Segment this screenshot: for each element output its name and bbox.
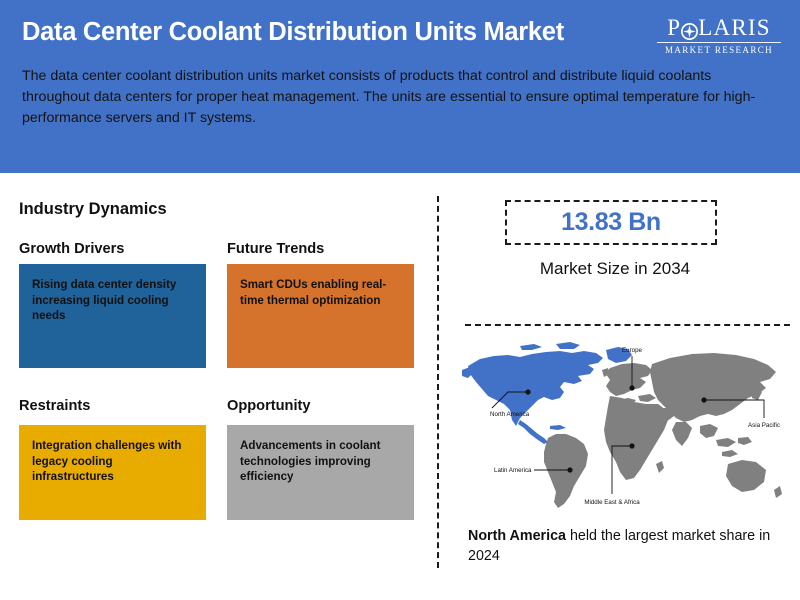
quadrant-heading-opportunity: Opportunity bbox=[227, 398, 311, 414]
industry-dynamics-title: Industry Dynamics bbox=[19, 200, 167, 218]
market-size-value: 13.83 Bn bbox=[561, 208, 661, 236]
logo-divider-rule bbox=[657, 42, 781, 43]
quadrant-box-future-trends: Smart CDUs enabling real-time thermal op… bbox=[227, 264, 414, 368]
map-region-asia-pacific bbox=[650, 353, 782, 498]
map-label-north-america: North America bbox=[490, 411, 530, 418]
vertical-dashed-divider bbox=[437, 196, 439, 568]
horizontal-dashed-divider bbox=[465, 324, 790, 326]
logo-subtitle: MARKET RESEARCH bbox=[664, 45, 774, 55]
quadrant-box-growth-drivers: Rising data center density increasing li… bbox=[19, 264, 206, 368]
logo-letters-laris: LARIS bbox=[698, 15, 771, 40]
quadrant-box-restraints: Integration challenges with legacy cooli… bbox=[19, 425, 206, 520]
quadrant-text-restraints: Integration challenges with legacy cooli… bbox=[32, 439, 182, 484]
logo-letter-p: P bbox=[667, 15, 682, 40]
world-map: North America Latin America Europe Middl… bbox=[460, 334, 790, 514]
polaris-logo: P LARIS MARKET RESEARCH bbox=[655, 16, 783, 55]
map-caption: North America held the largest market sh… bbox=[468, 526, 788, 566]
map-region-middle-east-africa bbox=[604, 396, 674, 480]
page-title: Data Center Coolant Distribution Units M… bbox=[22, 18, 564, 46]
map-label-latin-america: Latin America bbox=[494, 467, 532, 474]
quadrant-heading-growth-drivers: Growth Drivers bbox=[19, 241, 125, 257]
quadrant-box-opportunity: Advancements in coolant technologies imp… bbox=[227, 425, 414, 520]
quadrant-heading-future-trends: Future Trends bbox=[227, 241, 325, 257]
header-banner: Data Center Coolant Distribution Units M… bbox=[0, 0, 800, 173]
logo-wordmark: P LARIS bbox=[655, 16, 783, 40]
quadrant-text-growth-drivers: Rising data center density increasing li… bbox=[32, 278, 177, 323]
header-description: The data center coolant distribution uni… bbox=[22, 68, 756, 126]
market-size-label: Market Size in 2034 bbox=[539, 259, 691, 278]
map-region-north-america bbox=[462, 342, 632, 444]
quadrant-text-opportunity: Advancements in coolant technologies imp… bbox=[240, 439, 381, 484]
quadrant-heading-restraints: Restraints bbox=[19, 398, 91, 414]
map-caption-rest: held the largest market share in 2024 bbox=[468, 528, 771, 564]
quadrant-text-future-trends: Smart CDUs enabling real-time thermal op… bbox=[240, 278, 387, 307]
map-caption-bold: North America bbox=[468, 528, 566, 544]
map-region-europe bbox=[602, 363, 656, 405]
market-size-badge: 13.83 Bn bbox=[505, 200, 717, 245]
compass-star-icon bbox=[681, 21, 699, 40]
map-label-europe: Europe bbox=[622, 347, 643, 354]
map-label-middle-east-africa: Middle East & Africa bbox=[584, 499, 640, 506]
map-label-asia-pacific: Asia Pacific bbox=[748, 422, 780, 429]
map-region-latin-america bbox=[544, 434, 588, 508]
